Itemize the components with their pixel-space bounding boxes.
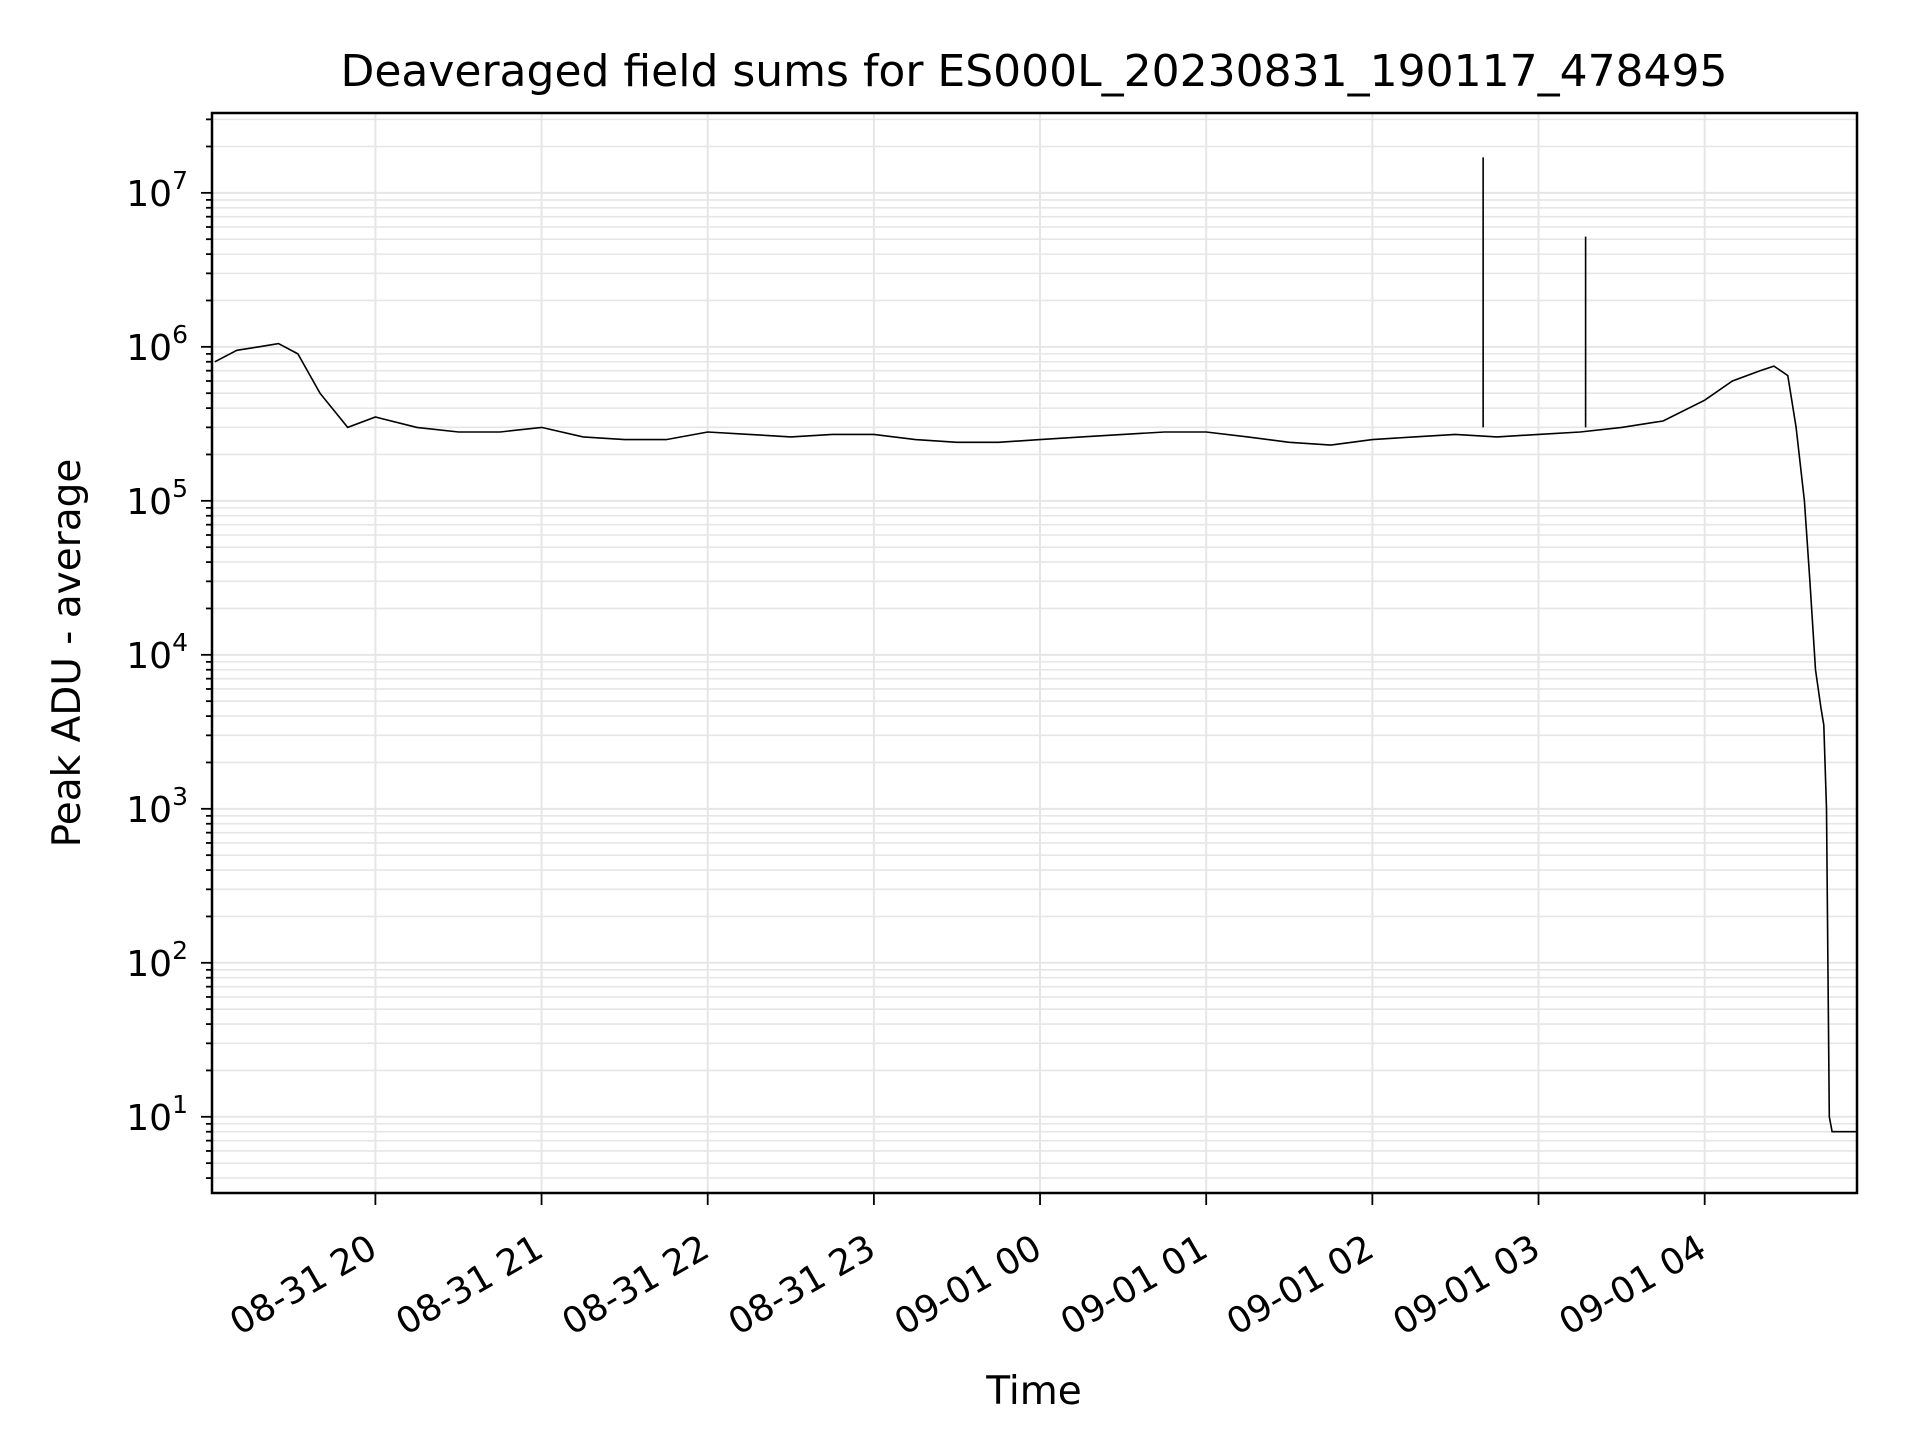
y-tick-label: 106 (126, 320, 188, 369)
series-line (214, 342, 1857, 1133)
y-tick-label: 104 (126, 628, 188, 677)
plot-area (214, 157, 1857, 1133)
y-tick-label: 103 (126, 782, 188, 831)
grid (212, 113, 1857, 1193)
x-axis-label: Time (985, 1369, 1081, 1414)
y-tick-label: 101 (126, 1090, 188, 1139)
y-tick-label: 107 (126, 166, 188, 215)
axes-frame (210, 111, 1859, 1195)
chart-title: Deaveraged field sums for ES000L_2023083… (340, 46, 1727, 97)
y-tick-label: 105 (126, 474, 188, 523)
y-tick-label: 102 (126, 936, 188, 985)
y-axis: 101 102 103 104 105 106 107 (126, 118, 212, 1179)
y-axis-label: Peak ADU - average (45, 459, 90, 848)
